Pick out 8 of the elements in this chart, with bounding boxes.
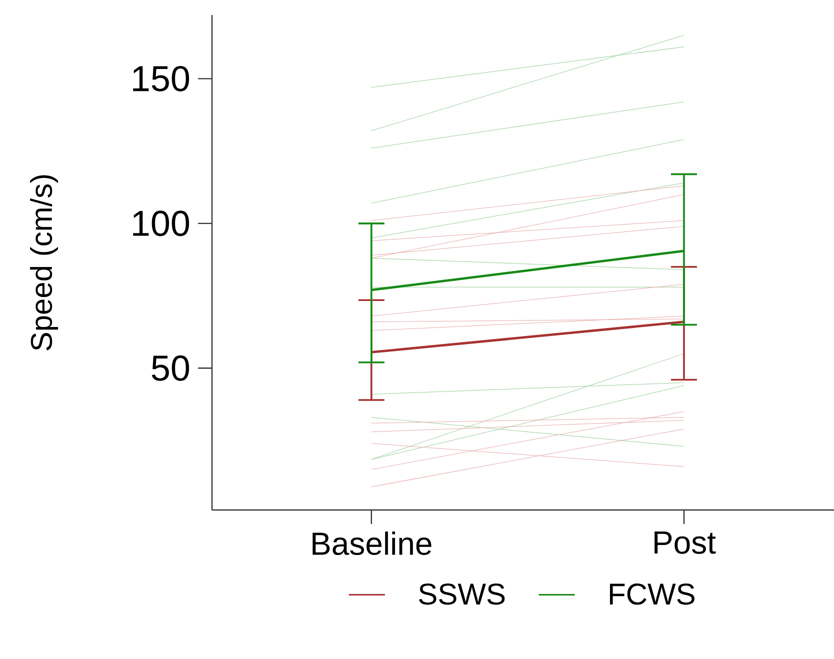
y-axis-title: Speed (cm/s) — [30, 175, 58, 350]
legend-label: SSWS — [419, 583, 505, 605]
y-tick-label: 150 — [133, 66, 190, 92]
x-tick-label: Post — [654, 532, 716, 554]
legend-label: FCWS — [610, 583, 694, 605]
y-tick-label: 100 — [133, 210, 190, 236]
x-tick-label: Baseline — [312, 532, 432, 556]
y-tick-label: 50 — [152, 355, 190, 381]
